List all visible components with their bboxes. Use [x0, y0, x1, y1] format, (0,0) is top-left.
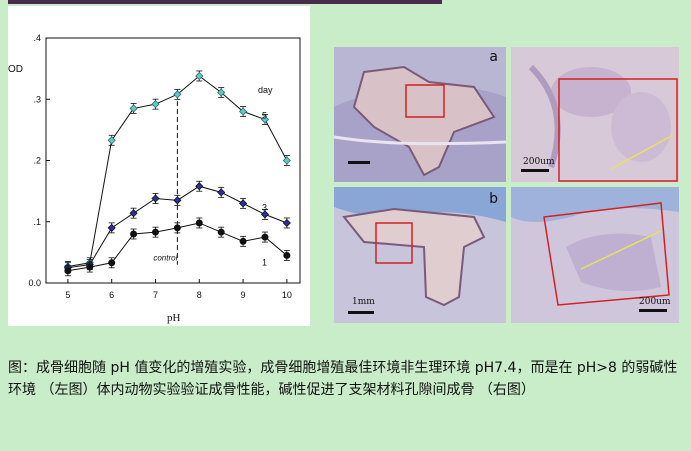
data-point-day-1: [64, 267, 72, 275]
x-tick-label: 6: [109, 290, 114, 300]
photo-b-label: b: [489, 191, 498, 207]
data-point-day-1: [217, 228, 225, 236]
photo-b-image: [334, 187, 506, 323]
data-point-day-3: [217, 188, 226, 197]
photo-a-zoom-scale-label: 200um: [523, 157, 555, 167]
data-point-day-1: [86, 263, 94, 271]
control-annotation: control: [153, 253, 177, 262]
data-point-day-3: [282, 218, 291, 228]
data-point-day-1: [261, 233, 269, 241]
series-label-day-3: 3: [262, 202, 267, 212]
data-point-day-3: [260, 210, 270, 219]
legend-title: day: [258, 85, 273, 95]
data-point-day-1: [195, 219, 203, 227]
histology-photo-a: a: [334, 47, 506, 182]
x-tick-label: 7: [153, 290, 158, 300]
x-tick-label: 5: [65, 290, 70, 300]
data-point-day-1: [151, 228, 159, 236]
od-ph-chart: 0.0 .1 .2 .3 .4 5 6 7 8 9 10 OD pH control day 5 3 1: [8, 6, 310, 326]
photo-b-zoom-scale-label: 200um: [639, 297, 671, 307]
data-point-day-3: [107, 223, 116, 232]
x-tick-label: 8: [197, 290, 202, 300]
data-point-day-1: [130, 230, 138, 238]
data-point-day-3: [239, 199, 248, 208]
data-point-day-5: [217, 88, 226, 97]
data-point-day-3: [195, 182, 204, 191]
photo-b-zoom-image: [511, 187, 679, 323]
series-label-day-5: 5: [262, 111, 267, 121]
data-point-day-5: [239, 107, 248, 116]
data-point-day-5: [195, 71, 204, 81]
data-point-day-1: [108, 259, 116, 267]
data-point-day-3: [151, 194, 160, 203]
data-point-day-5: [129, 104, 138, 113]
chart-svg: 0.0 .1 .2 .3 .4 5 6 7 8 9 10 OD pH control day 5 3 1: [8, 33, 301, 324]
series-label-day-1: 1: [262, 258, 267, 268]
photo-a-zoom-image: [511, 47, 679, 182]
histology-photo-b: b 1mm: [334, 187, 506, 323]
x-tick-label: 10: [282, 290, 292, 300]
data-point-day-5: [107, 136, 116, 145]
data-point-day-5: [282, 156, 291, 165]
figure-caption: 图：成骨细胞随 pH 值变化的增殖实验，成骨细胞增殖最佳环境非生理环境 pH7.…: [8, 360, 678, 398]
data-point-day-5: [151, 100, 160, 109]
y-tick-label: .2: [33, 156, 41, 166]
photo-a-image: [334, 47, 506, 182]
data-point-day-3: [129, 209, 138, 218]
data-point-day-1: [283, 251, 291, 259]
x-tick-label: 9: [241, 290, 246, 300]
plot-frame: [45, 37, 301, 284]
histology-photo-b-zoom: 200um: [511, 187, 679, 323]
top-bar: [8, 0, 442, 4]
y-tick-label: .1: [33, 217, 41, 227]
data-point-day-5: [260, 115, 270, 124]
data-point-day-1: [239, 237, 247, 245]
y-axis-label: OD: [8, 64, 23, 75]
data-point-day-3: [173, 196, 182, 205]
photo-b-scale-label: 1mm: [352, 297, 375, 307]
histology-photo-a-zoom: 200um: [511, 47, 679, 182]
data-point-day-1: [173, 224, 181, 232]
photo-a-label: a: [489, 49, 498, 65]
data-point-day-5: [173, 90, 182, 99]
x-axis-label: pH: [167, 312, 181, 324]
y-tick-label: .4: [33, 33, 41, 43]
y-tick-label: 0.0: [28, 278, 41, 288]
y-tick-label: .3: [33, 94, 41, 104]
